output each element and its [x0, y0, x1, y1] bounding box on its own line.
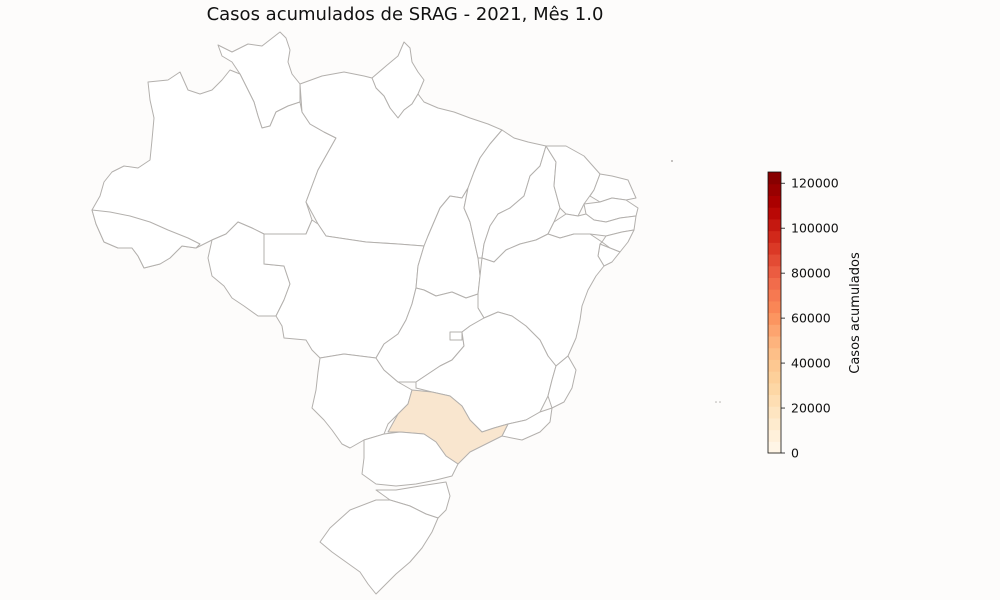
state-ac — [91, 209, 201, 269]
colorbar-band — [768, 335, 781, 349]
colorbar-tick-label: 60000 — [791, 311, 831, 326]
colorbar-tick-label: 100000 — [791, 221, 839, 236]
colorbar-frame — [767, 171, 782, 454]
state-pr — [361, 431, 459, 487]
colorbar-band — [768, 312, 781, 325]
colorbar-band — [768, 172, 781, 185]
state-sp — [387, 389, 509, 465]
colorbar-band — [768, 207, 781, 220]
colorbar-band — [768, 195, 781, 208]
colorbar-band — [768, 289, 781, 302]
colorbar-band — [768, 300, 781, 314]
colorbar-band — [768, 406, 781, 419]
colorbar-ticks: 0 20000 40000 60000 80000 100000 120000 — [781, 176, 839, 461]
map-title: Casos acumulados de SRAG - 2021, Mês 1.0 — [206, 4, 604, 25]
colorbar-tick-label: 40000 — [791, 356, 831, 371]
state-rj — [501, 407, 553, 441]
colorbar-band — [768, 230, 781, 243]
colorbar-band — [768, 371, 781, 384]
state-al — [601, 229, 635, 253]
colorbar-band — [768, 218, 781, 232]
colorbar-band — [768, 394, 781, 407]
colorbar-band — [768, 277, 781, 290]
colorbar-gradient — [768, 172, 781, 454]
colorbar-label: Casos acumulados — [848, 252, 863, 374]
colorbar-band — [768, 242, 781, 255]
state-rs — [319, 499, 439, 595]
state-df — [449, 331, 463, 341]
colorbar-band — [768, 441, 781, 454]
colorbar-band — [768, 265, 781, 278]
states-layer — [91, 31, 639, 595]
colorbar-tick-label: 0 — [791, 446, 799, 461]
colorbar-tick-label: 80000 — [791, 266, 831, 281]
colorbar-band — [768, 359, 781, 372]
island-martim-vaz — [719, 401, 721, 403]
island-trindade — [715, 401, 717, 403]
colorbar-band — [768, 324, 781, 337]
colorbar-tick-label: 120000 — [791, 176, 839, 191]
colorbar-band — [768, 417, 781, 431]
colorbar-band — [768, 183, 781, 197]
colorbar-band — [768, 429, 781, 442]
colorbar: 0 20000 40000 60000 80000 100000 120000 Casos … — [767, 171, 863, 461]
colorbar-tick-label: 20000 — [791, 401, 831, 416]
island-fernando-de-noronha — [671, 160, 673, 162]
colorbar-band — [768, 253, 781, 267]
state-ce — [545, 145, 601, 217]
state-es — [547, 355, 577, 409]
colorbar-band — [768, 347, 781, 360]
colorbar-band — [768, 382, 781, 396]
